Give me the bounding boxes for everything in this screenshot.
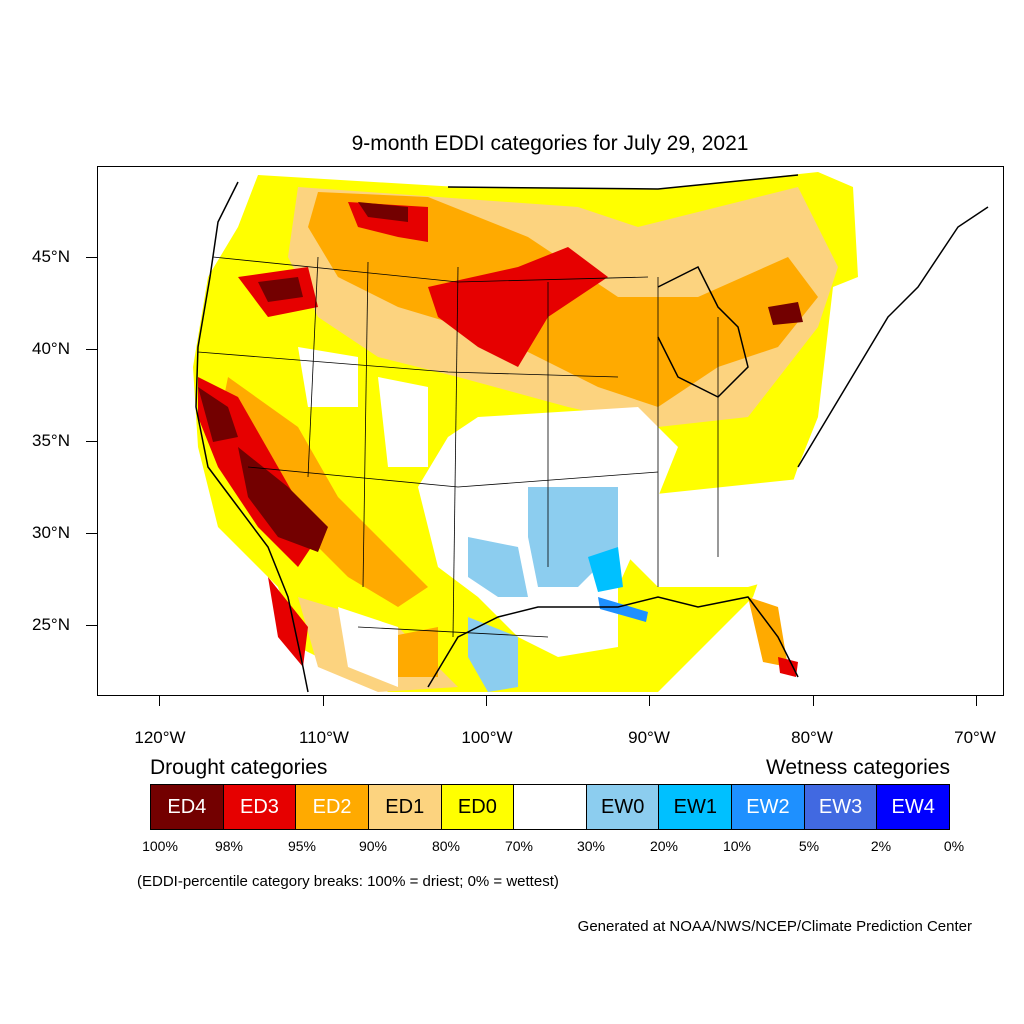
break-label-30: 30%: [576, 838, 606, 854]
region-ed3-florida-tip: [778, 657, 798, 677]
lon-tick-110: [323, 696, 324, 706]
eddi-map: [97, 166, 1004, 696]
legend-cell-ed2: ED2: [296, 785, 369, 829]
legend-cell-ed4: ED4: [151, 785, 224, 829]
break-label-20: 20%: [649, 838, 679, 854]
lat-label-30: 30°N: [32, 523, 70, 542]
legend-cell-ew2: EW2: [732, 785, 805, 829]
lon-tick-90: [649, 696, 650, 706]
category-breaks-note: (EDDI-percentile category breaks: 100% =…: [137, 873, 559, 890]
lon-label-90: 90°W: [628, 728, 670, 747]
break-label-98: 98%: [214, 838, 244, 854]
legend-cell-ew1: EW1: [659, 785, 733, 829]
wetness-categories-heading: Wetness categories: [765, 756, 950, 779]
break-label-100: 100%: [142, 838, 178, 854]
region-ed4-great-lakes: [768, 302, 803, 325]
lat-tick-35: [86, 441, 97, 442]
lat-tick-30: [86, 533, 97, 534]
credit-line: Generated at NOAA/NWS/NCEP/Climate Predi…: [577, 918, 972, 935]
legend-cell-ew3: EW3: [804, 785, 878, 829]
lat-label-45: 45°N: [32, 247, 70, 266]
region-ew2-coast: [598, 597, 648, 622]
lon-tick-100: [486, 696, 487, 706]
region-ed4-north: [358, 202, 408, 222]
region-ed4-arizona: [238, 447, 328, 552]
conus-outline: [195, 174, 989, 693]
break-label-80: 80%: [431, 838, 461, 854]
lat-tick-40: [86, 349, 97, 350]
lat-label-35: 35°N: [32, 431, 70, 450]
region-normal-southeast: [628, 477, 818, 587]
region-ew0-gulf-coast: [468, 617, 518, 692]
lon-tick-80: [813, 696, 814, 706]
lon-label-80: 80°W: [791, 728, 833, 747]
legend-cell-ew0: EW0: [586, 785, 660, 829]
break-label-90: 90%: [358, 838, 388, 854]
lon-tick-70: [976, 696, 977, 706]
lat-label-25: 25°N: [32, 615, 70, 634]
legend-cell-ed3: ED3: [223, 785, 297, 829]
legend-color-bar: ED4 ED3 ED2 ED1 ED0 EW0 EW1 EW2 EW3 EW4: [150, 784, 950, 830]
break-label-70: 70%: [504, 838, 534, 854]
lat-label-40: 40°N: [32, 339, 70, 358]
break-label-2: 2%: [870, 838, 892, 854]
region-ed4-northwest: [258, 277, 303, 302]
lon-tick-120: [159, 696, 160, 706]
legend-cell-ew4: EW4: [877, 785, 950, 829]
break-label-5: 5%: [798, 838, 820, 854]
legend-cell-ed1: ED1: [368, 785, 442, 829]
map-canvas: [193, 172, 989, 693]
lat-tick-45: [86, 257, 97, 258]
region-normal-rockies: [378, 377, 428, 467]
map-title: 9-month EDDI categories for July 29, 202…: [351, 132, 749, 155]
state-boundaries: [197, 256, 719, 638]
region-ed3-plains: [428, 247, 608, 367]
region-normal-west: [298, 347, 358, 407]
legend-cell-normal: [514, 785, 587, 829]
region-ew1-louisiana: [588, 547, 623, 592]
lon-label-100: 100°W: [461, 728, 513, 747]
lon-label-120: 120°W: [134, 728, 186, 747]
region-ed2-southwest: [218, 377, 428, 607]
lon-label-70: 70°W: [954, 728, 996, 747]
break-label-10: 10%: [722, 838, 752, 854]
region-ed2-mexico: [388, 627, 438, 677]
region-ed2-florida: [748, 597, 788, 667]
lon-label-110: 110°W: [299, 728, 349, 747]
lat-tick-25: [86, 625, 97, 626]
region-ew0-texas: [468, 537, 528, 597]
region-ed4-california: [198, 387, 238, 442]
drought-categories-heading: Drought categories: [150, 756, 328, 779]
break-label-0: 0%: [943, 838, 965, 854]
region-normal-mexico: [338, 607, 398, 687]
legend-cell-ed0: ED0: [441, 785, 515, 829]
break-label-95: 95%: [287, 838, 317, 854]
